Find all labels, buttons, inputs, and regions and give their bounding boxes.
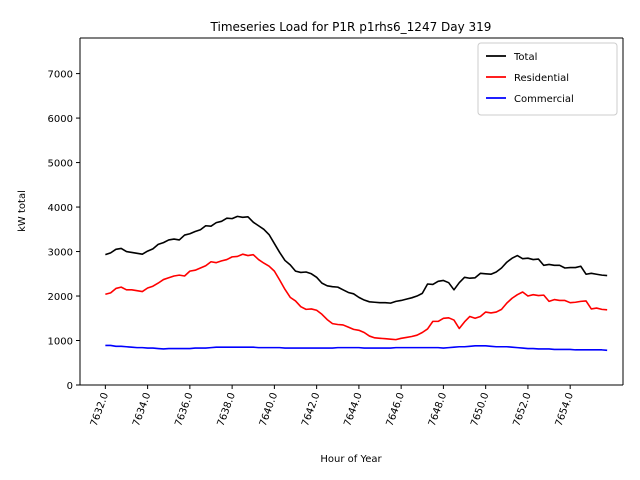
- legend: Total Residential Commercial: [477, 42, 618, 116]
- y-tick-label: 5000: [48, 159, 73, 170]
- y-tick-label: 4000: [48, 203, 73, 214]
- x-tick-label: 7636.0: [173, 391, 195, 428]
- series-line-total: [105, 215, 608, 304]
- series-line-commercial: [105, 344, 608, 352]
- x-tick-label: 7642.0: [300, 391, 322, 428]
- x-tick-label: 7644.0: [342, 391, 364, 428]
- x-tick-label: 7652.0: [511, 391, 533, 428]
- x-axis-label: Hour of Year: [320, 454, 382, 465]
- x-axis-ticks: 7632.0 7634.0 7636.0 7638.0 7640.0 7642.0 7644…: [89, 385, 576, 428]
- x-tick-label: 7640.0: [258, 391, 280, 428]
- y-tick-label: 1000: [48, 337, 73, 348]
- x-tick-label: 7650.0: [469, 391, 491, 428]
- x-tick-label: 7648.0: [427, 391, 449, 428]
- y-tick-label: 2000: [48, 292, 73, 303]
- y-tick-label: 7000: [48, 70, 73, 81]
- legend-label-commercial: Commercial: [514, 94, 574, 105]
- legend-label-total: Total: [513, 52, 537, 63]
- y-axis-label: kW total: [17, 190, 28, 232]
- legend-label-residential: Residential: [514, 73, 569, 84]
- x-tick-label: 7654.0: [554, 391, 576, 428]
- chart-title: Timeseries Load for P1R p1rhs6_1247 Day …: [210, 20, 492, 34]
- series-line-residential: [105, 253, 608, 341]
- x-tick-label: 7634.0: [131, 391, 153, 428]
- x-tick-label: 7646.0: [385, 391, 407, 428]
- legend-box: [477, 42, 618, 116]
- x-tick-label: 7638.0: [216, 391, 238, 428]
- series-lines: [105, 215, 608, 352]
- x-tick-label: 7632.0: [89, 391, 111, 428]
- y-tick-label: 3000: [48, 248, 73, 259]
- y-axis-ticks: 0 1000 2000 3000 4000 5000 6000 7000: [48, 70, 80, 392]
- plot-frame: [79, 37, 624, 386]
- y-tick-label: 0: [67, 381, 73, 392]
- y-tick-label: 6000: [48, 114, 73, 125]
